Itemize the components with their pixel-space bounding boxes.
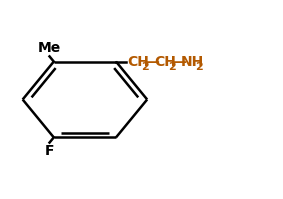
Text: Me: Me: [38, 41, 61, 55]
Text: CH: CH: [154, 55, 176, 69]
Text: —: —: [146, 55, 160, 69]
Text: CH: CH: [127, 55, 149, 69]
Text: —: —: [173, 55, 186, 69]
Text: NH: NH: [181, 55, 204, 69]
Text: 2: 2: [195, 61, 202, 72]
Text: 2: 2: [168, 61, 175, 72]
Text: F: F: [45, 144, 54, 158]
Text: 2: 2: [141, 61, 149, 72]
